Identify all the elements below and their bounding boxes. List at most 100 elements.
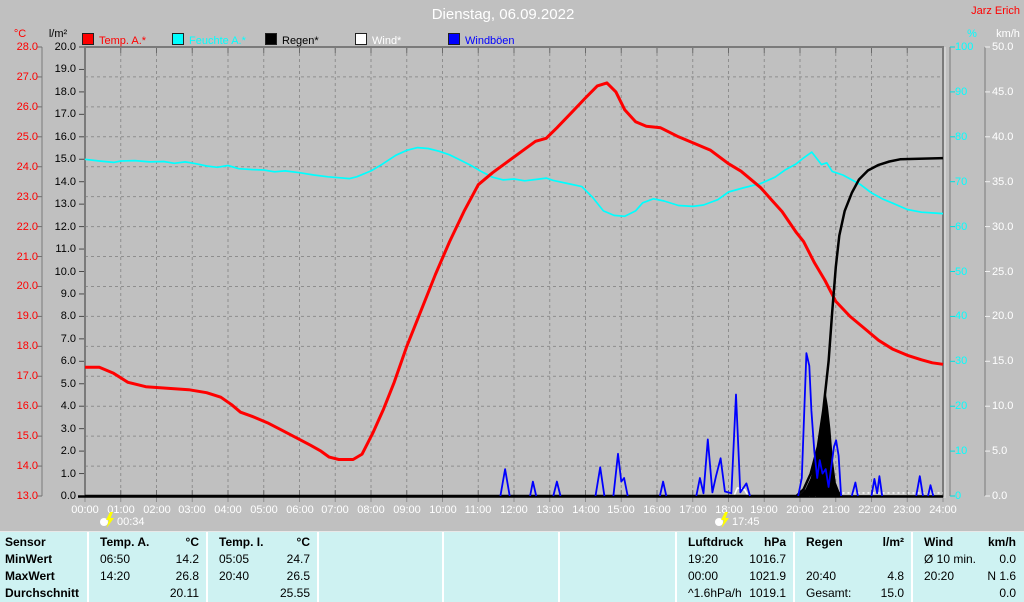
table-column: Temp. A. °C 06:50 14.2 14:20 26.8 20.11 bbox=[88, 532, 207, 602]
x-axis-tick-label: 21:00 bbox=[822, 504, 850, 516]
table-cell: 26.5 bbox=[286, 569, 310, 583]
humidity-axis-tick-label: 10 bbox=[955, 445, 968, 457]
temp-axis-tick-label: 16.0 bbox=[16, 400, 38, 412]
x-axis-tick-label: 10:00 bbox=[429, 504, 457, 516]
wind-axis-tick-label: 25.0 bbox=[992, 266, 1014, 278]
rain-axis-tick-label: 4.0 bbox=[60, 400, 76, 412]
table-column: Regen l/m² 20:40 4.8 Gesamt: 15.0 bbox=[794, 532, 912, 602]
table-column-separator bbox=[206, 532, 208, 602]
daily-weather-chart bbox=[37, 46, 990, 502]
temp-axis-tick-label: 20.0 bbox=[16, 280, 38, 292]
rain-axis-tick-label: 12.0 bbox=[54, 221, 76, 233]
table-cell: Luftdruck bbox=[688, 535, 744, 549]
x-axis-tick-label: 05:00 bbox=[250, 504, 278, 516]
marker-time-label: 17:45 bbox=[732, 516, 760, 528]
x-axis-tick-label: 24:00 bbox=[929, 504, 957, 516]
x-axis-tick-label: 18:00 bbox=[715, 504, 743, 516]
temp-axis-tick-label: 22.0 bbox=[16, 221, 38, 233]
table-cell: 06:50 bbox=[100, 552, 131, 566]
humidity-axis-tick-label: 0 bbox=[955, 490, 962, 502]
table-cell: Regen bbox=[806, 535, 843, 549]
table-cell: l/m² bbox=[882, 535, 904, 549]
wind-axis-tick-label: 20.0 bbox=[992, 310, 1014, 322]
legend-item: Windböen bbox=[448, 31, 515, 47]
table-cell: 15.0 bbox=[880, 586, 904, 600]
wind-axis-tick-label: 40.0 bbox=[992, 131, 1014, 143]
wind-axis-tick-label: 30.0 bbox=[992, 221, 1014, 233]
rain-axis-tick-label: 15.0 bbox=[54, 153, 76, 165]
rain-axis-tick-label: 1.0 bbox=[60, 468, 76, 480]
rain-axis-tick-label: 7.0 bbox=[60, 333, 76, 345]
table-cell: Temp. I. bbox=[219, 535, 264, 549]
table-column-separator bbox=[442, 532, 444, 602]
table-cell: 25.55 bbox=[279, 586, 310, 600]
event-marker: 00:34 bbox=[99, 512, 145, 530]
feuchte-a--curve bbox=[84, 146, 944, 218]
x-axis-tick-label: 12:00 bbox=[500, 504, 528, 516]
x-axis-tick-label: 03:00 bbox=[178, 504, 206, 516]
rain-axis-tick-label: 9.0 bbox=[60, 288, 76, 300]
humidity-axis-unit: % bbox=[967, 28, 977, 40]
legend-swatch-icon bbox=[265, 33, 277, 45]
temp-axis-tick-label: 23.0 bbox=[16, 191, 38, 203]
x-axis-tick-label: 00:00 bbox=[71, 504, 99, 516]
x-axis-tick-label: 23:00 bbox=[893, 504, 921, 516]
windb-en-curve bbox=[499, 352, 935, 497]
x-axis-tick-label: 08:00 bbox=[357, 504, 385, 516]
rain-axis-tick-label: 8.0 bbox=[60, 310, 76, 322]
legend-label: Regen* bbox=[282, 35, 319, 47]
lightning-icon bbox=[100, 512, 114, 528]
x-axis-tick-label: 17:00 bbox=[679, 504, 707, 516]
legend-swatch-icon bbox=[355, 33, 367, 45]
temp-axis-tick-label: 18.0 bbox=[16, 340, 38, 352]
table-cell: 26.8 bbox=[175, 569, 199, 583]
x-axis-tick-label: 15:00 bbox=[607, 504, 635, 516]
temp-axis-tick-label: 24.0 bbox=[16, 161, 38, 173]
station-name: Jarz Erich bbox=[971, 5, 1020, 17]
table-column-separator bbox=[87, 532, 89, 602]
table-row-label: MaxWert bbox=[5, 569, 55, 583]
table-cell: 19:20 bbox=[688, 552, 719, 566]
table-cell: Gesamt: bbox=[806, 586, 852, 600]
legend-label: Feuchte A.* bbox=[189, 35, 246, 47]
wind-axis-tick-label: 10.0 bbox=[992, 400, 1014, 412]
rain-axis-tick-label: 17.0 bbox=[54, 108, 76, 120]
legend-swatch-icon bbox=[172, 33, 184, 45]
table-cell: 14:20 bbox=[100, 569, 131, 583]
humidity-axis-tick-label: 70 bbox=[955, 176, 968, 188]
wind-axis-tick-label: 15.0 bbox=[992, 355, 1014, 367]
temp-axis-tick-label: 21.0 bbox=[16, 251, 38, 263]
rain-axis-tick-label: 20.0 bbox=[54, 41, 76, 53]
temp-axis-tick-label: 19.0 bbox=[16, 310, 38, 322]
table-cell: km/h bbox=[987, 535, 1016, 549]
x-axis-tick-label: 19:00 bbox=[750, 504, 778, 516]
table-cell: 20:40 bbox=[806, 569, 837, 583]
temp-a--curve bbox=[85, 81, 944, 461]
rain-axis-tick-label: 6.0 bbox=[60, 355, 76, 367]
table-column bbox=[443, 532, 559, 602]
temp-axis-tick-label: 25.0 bbox=[16, 131, 38, 143]
table-column-separator bbox=[558, 532, 560, 602]
legend-item: Wind* bbox=[355, 31, 401, 47]
humidity-axis-tick-label: 100 bbox=[955, 41, 974, 53]
rain-axis-tick-label: 16.0 bbox=[54, 131, 76, 143]
humidity-axis-tick-label: 90 bbox=[955, 86, 968, 98]
table-cell: Temp. A. bbox=[100, 535, 150, 549]
table-column: Wind km/h Ø 10 min. 0.0 20:20 N 1.6 0.0 bbox=[912, 532, 1024, 602]
wind-axis-tick-label: 45.0 bbox=[992, 86, 1014, 98]
table-cell: 20.11 bbox=[169, 586, 199, 600]
temp-axis-tick-label: 26.0 bbox=[16, 101, 38, 113]
table-cell: 0.0 bbox=[999, 586, 1016, 600]
rain-axis-tick-label: 5.0 bbox=[60, 378, 76, 390]
humidity-axis-tick-label: 50 bbox=[955, 266, 968, 278]
event-marker: 17:45 bbox=[714, 512, 760, 530]
table-cell: hPa bbox=[763, 535, 786, 549]
rain-axis-tick-label: 14.0 bbox=[54, 176, 76, 188]
x-axis-tick-label: 22:00 bbox=[858, 504, 886, 516]
x-axis-tick-label: 06:00 bbox=[286, 504, 314, 516]
page-title: Dienstag, 06.09.2022 bbox=[431, 6, 575, 23]
legend-swatch-icon bbox=[82, 33, 94, 45]
table-row-label: Durchschnitt bbox=[5, 586, 80, 600]
rain-axis-tick-label: 10.0 bbox=[54, 266, 76, 278]
